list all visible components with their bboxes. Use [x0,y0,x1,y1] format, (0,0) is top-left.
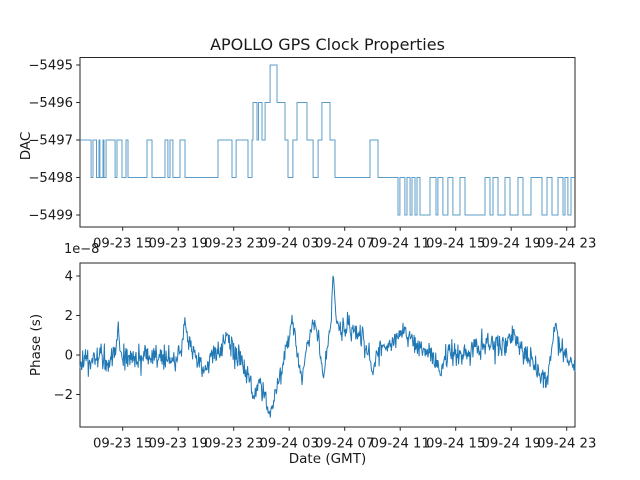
top-x-tick-label: 09-24 03 [260,237,319,252]
dac-series-line [80,64,575,216]
chart-title: APOLLO GPS Clock Properties [210,35,445,54]
dac-y-tick-label: −5499 [28,209,73,224]
top-x-tick-label: 09-24 07 [315,237,374,252]
bottom-x-tick-label: 09-24 07 [315,437,374,452]
phase-series-line [79,275,576,418]
bottom-x-tick-label: 09-23 15 [93,437,152,452]
bottom-x-tick-label: 09-23 19 [149,437,208,452]
phase-y-tick-label: 2 [65,309,73,324]
bottom-x-tick-label: 09-24 03 [260,437,319,452]
bottom-x-tick-label: 09-23 23 [204,437,263,452]
dac-y-tick-label: −5498 [28,171,73,186]
dac-y-tick-label: −5497 [28,134,73,149]
bottom-x-tick-label: 09-24 23 [537,437,596,452]
top-x-tick-label: 09-24 15 [426,237,485,252]
bottom-x-tick-label: 09-24 19 [482,437,541,452]
bottom-x-tick-label: 09-24 11 [371,437,430,452]
bottom-axes-frame [79,262,576,428]
scale-offset-text: 1e−8 [64,242,100,257]
phase-axis-label: Phase (s) [28,313,44,377]
top-x-tick-label: 09-23 23 [204,237,263,252]
top-x-tick-label: 09-24 11 [371,237,430,252]
top-x-tick-label: 09-24 19 [482,237,541,252]
phase-y-tick-label: −2 [54,388,73,403]
top-axes-frame [79,57,576,228]
phase-y-tick-label: 4 [65,270,73,285]
date-axis-label: Date (GMT) [288,451,367,467]
dac-y-tick-label: −5495 [28,59,73,74]
phase-y-tick-label: 0 [65,349,73,364]
top-x-tick-label: 09-23 19 [149,237,208,252]
dac-axis-label: DAC [18,131,34,161]
top-x-tick-label: 09-24 23 [537,237,596,252]
dac-y-tick-label: −5496 [28,96,73,111]
bottom-x-tick-label: 09-24 15 [426,437,485,452]
top-x-tick-label: 09-23 15 [93,237,152,252]
